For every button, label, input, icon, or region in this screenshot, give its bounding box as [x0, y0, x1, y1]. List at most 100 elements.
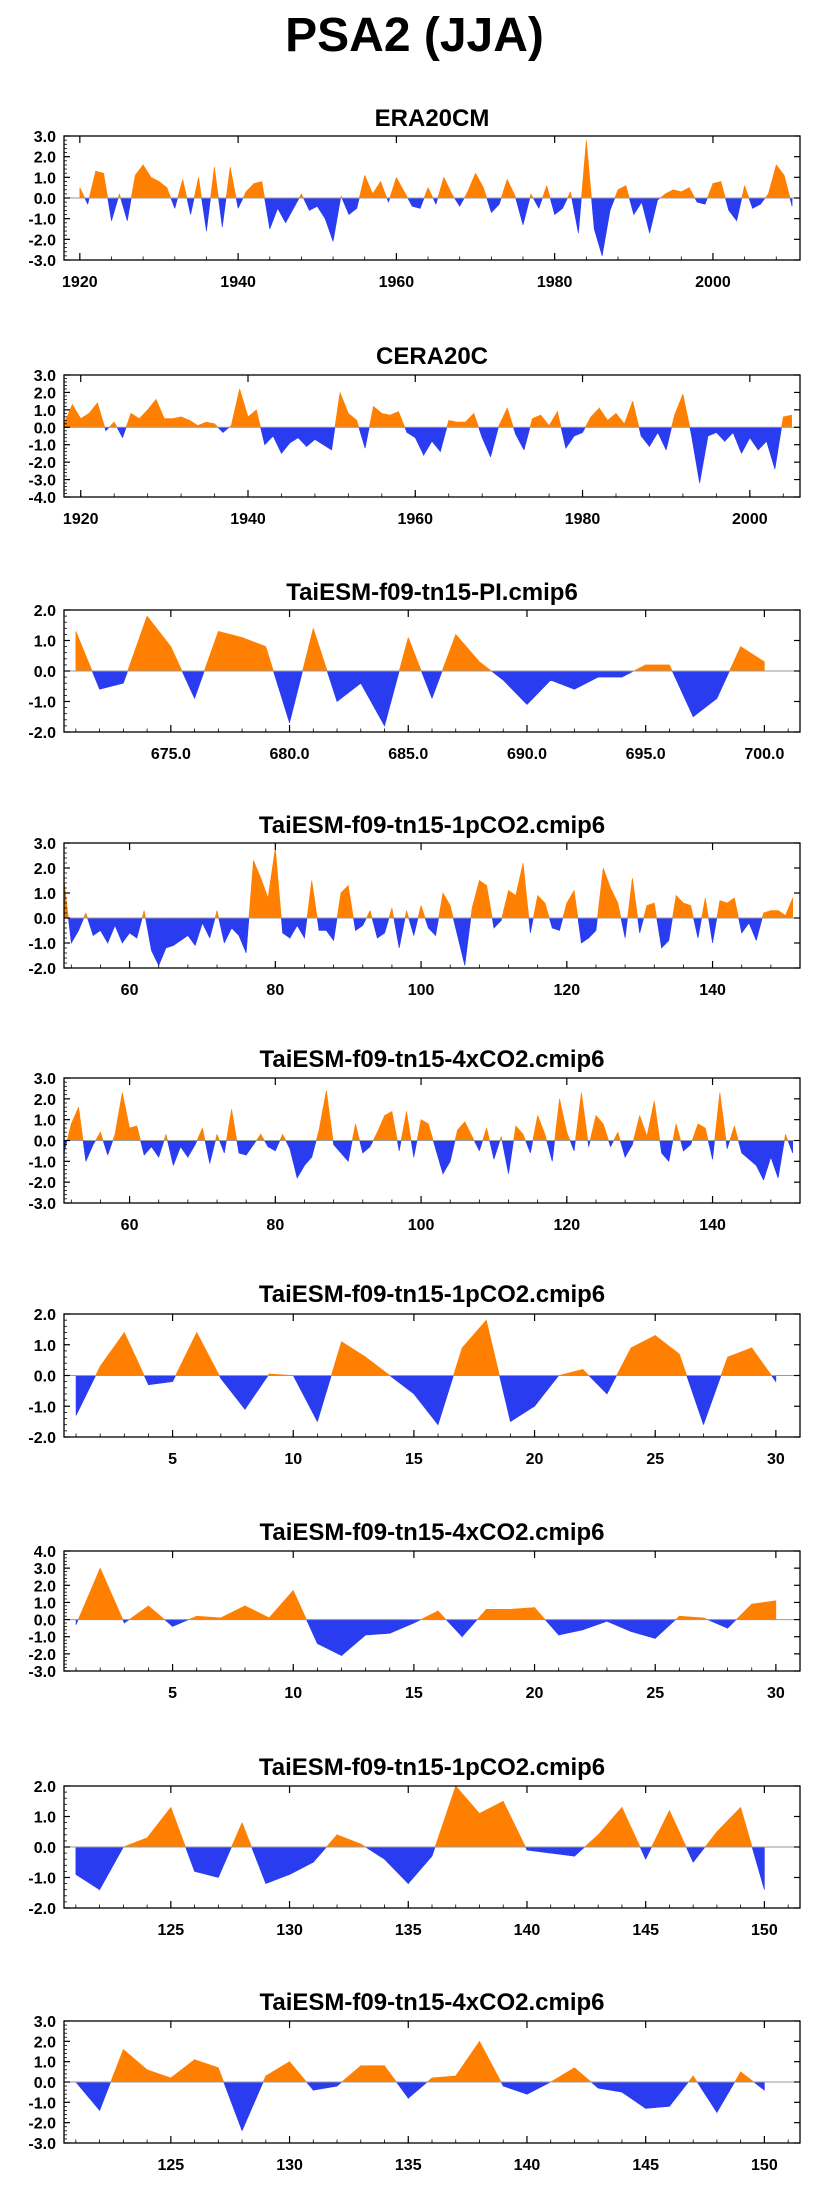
- y-tick-label: 2.0: [34, 2034, 56, 2051]
- y-tick-label: -2.0: [28, 961, 56, 978]
- y-tick-label: 0.0: [34, 191, 56, 208]
- chart-panel-9: TaiESM-f09-tn15-4xCO2.cmip6 3.0 2.0 1.0 0.0 -…: [28, 1989, 801, 2174]
- positive-area: [66, 1090, 789, 1141]
- chart-panel-3: TaiESM-f09-tn15-PI.cmip6 2.0 1.0 0.0 -1.0 -2.…: [28, 579, 801, 763]
- negative-area: [75, 1375, 777, 1426]
- x-tick-label: 80: [266, 1217, 284, 1234]
- y-tick-label: 0.0: [34, 1840, 56, 1857]
- x-tick-label: 1960: [379, 274, 415, 291]
- negative-area: [91, 670, 730, 728]
- y-tick-label: -3.0: [28, 473, 56, 490]
- negative-area: [104, 426, 782, 484]
- y-tick-label: -1.0: [28, 2095, 56, 2112]
- x-tick-label: 150: [751, 1922, 778, 1939]
- y-tick-label: 3.0: [34, 2014, 56, 2031]
- chart-panel-2: CERA20C 3.02.01.00.0-1.0-2.0-3.0-4.0 1920 1…: [28, 343, 801, 528]
- y-tick-label: 2.0: [34, 1578, 56, 1595]
- panel-title: TaiESM-f09-tn15-PI.cmip6: [286, 579, 578, 606]
- negative-area: [75, 2081, 765, 2131]
- x-tick-label: 1960: [397, 511, 433, 528]
- x-tick-label: 60: [121, 1217, 139, 1234]
- x-tick-label: 1980: [565, 511, 601, 528]
- x-tick-label: 120: [553, 1217, 580, 1234]
- y-tick-label: -1.0: [28, 1871, 56, 1888]
- y-tick-label: -1.0: [28, 438, 56, 455]
- x-tick-label: 685.0: [388, 746, 428, 763]
- y-tick-label: 0.0: [34, 1134, 56, 1151]
- chart-panel-7: TaiESM-f09-tn15-4xCO2.cmip6 4.03.02.01.00…: [28, 1519, 801, 1702]
- panel-title: TaiESM-f09-tn15-1pCO2.cmip6: [259, 812, 605, 839]
- figure-title: PSA2 (JJA): [285, 9, 544, 62]
- y-tick-label: 0.0: [34, 2075, 56, 2092]
- x-tick-label: 1940: [220, 274, 256, 291]
- y-tick-label: -2.0: [28, 725, 56, 742]
- x-tick-label: 140: [699, 982, 726, 999]
- x-tick-label: 60: [121, 982, 139, 999]
- x-tick-label: 120: [553, 982, 580, 999]
- y-tick-label: -2.0: [28, 455, 56, 472]
- negative-area: [84, 197, 793, 256]
- y-tick-label: 3.0: [34, 368, 56, 385]
- y-tick-label: -1.0: [28, 1630, 56, 1647]
- y-tick-label: -3.0: [28, 1196, 56, 1213]
- y-tick-label: 3.0: [34, 1561, 56, 1578]
- y-tick-label: 2.0: [34, 150, 56, 167]
- x-tick-label: 30: [767, 1451, 785, 1468]
- panel-title: TaiESM-f09-tn15-4xCO2.cmip6: [260, 1989, 605, 2016]
- y-tick-label: 3.0: [34, 129, 56, 146]
- x-tick-label: 20: [526, 1685, 544, 1702]
- y-tick-label: 4.0: [34, 1544, 56, 1561]
- y-tick-label: 1.0: [34, 634, 56, 651]
- y-tick-label: -1.0: [28, 695, 56, 712]
- y-tick-label: 1.0: [34, 170, 56, 187]
- x-tick-label: 135: [395, 2157, 422, 2174]
- panel-title: ERA20CM: [375, 105, 490, 132]
- negative-area: [75, 1846, 765, 1891]
- y-tick-label: 1.0: [34, 403, 56, 420]
- y-tick-label: 3.0: [34, 1071, 56, 1088]
- negative-area: [75, 1619, 737, 1657]
- panel-title: TaiESM-f09-tn15-4xCO2.cmip6: [260, 1519, 605, 1546]
- chart-panel-5: TaiESM-f09-tn15-4xCO2.cmip6 3.0 2.0 1.0 0.0 -…: [28, 1046, 801, 1234]
- x-tick-label: 1940: [230, 511, 266, 528]
- y-tick-label: 2.0: [34, 1307, 56, 1324]
- positive-area: [75, 615, 765, 672]
- x-tick-label: 130: [276, 1922, 303, 1939]
- y-tick-label: 2.0: [34, 1092, 56, 1109]
- x-tick-label: 125: [157, 2157, 184, 2174]
- y-tick-label: 2.0: [34, 385, 56, 402]
- panel-title: TaiESM-f09-tn15-4xCO2.cmip6: [260, 1046, 605, 1073]
- positive-area: [63, 388, 792, 428]
- x-tick-label: 2000: [732, 511, 768, 528]
- positive-area: [79, 140, 791, 199]
- x-tick-label: 675.0: [151, 746, 191, 763]
- y-tick-label: -2.0: [28, 1175, 56, 1192]
- positive-area: [77, 1568, 777, 1620]
- x-tick-label: 695.0: [626, 746, 666, 763]
- y-tick-label: -4.0: [28, 490, 56, 507]
- chart-panel-6: TaiESM-f09-tn15-1pCO2.cmip6 2.0 1.0 0.0 -1.0…: [28, 1281, 801, 1468]
- chart-panel-1: ERA20CM 3.0 2.0 1.0 0.0 -1.0 -2.0 -3.0 1920 1940 1…: [28, 105, 801, 291]
- x-tick-label: 100: [408, 982, 435, 999]
- x-tick-label: 25: [646, 1685, 664, 1702]
- y-tick-label: -2.0: [28, 1647, 56, 1664]
- x-tick-label: 140: [514, 1922, 541, 1939]
- positive-area: [63, 847, 794, 919]
- y-tick-label: -2.0: [28, 1430, 56, 1447]
- y-tick-label: -3.0: [28, 1664, 56, 1681]
- y-tick-label: -1.0: [28, 936, 56, 953]
- x-tick-label: 5: [168, 1451, 177, 1468]
- positive-area: [123, 1785, 753, 1848]
- x-tick-label: 20: [526, 1451, 544, 1468]
- negative-area: [63, 1140, 794, 1181]
- negative-area: [68, 917, 763, 966]
- x-tick-label: 10: [284, 1451, 302, 1468]
- y-tick-label: -1.0: [28, 1399, 56, 1416]
- x-tick-label: 150: [751, 2157, 778, 2174]
- plot-frame: [63, 1550, 801, 1672]
- x-tick-label: 10: [284, 1685, 302, 1702]
- x-tick-label: 700.0: [744, 746, 784, 763]
- y-tick-label: -2.0: [28, 1901, 56, 1918]
- x-tick-label: 145: [632, 1922, 659, 1939]
- x-tick-label: 680.0: [270, 746, 310, 763]
